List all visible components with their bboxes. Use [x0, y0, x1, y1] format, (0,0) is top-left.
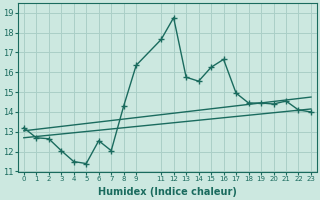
- X-axis label: Humidex (Indice chaleur): Humidex (Indice chaleur): [98, 187, 237, 197]
